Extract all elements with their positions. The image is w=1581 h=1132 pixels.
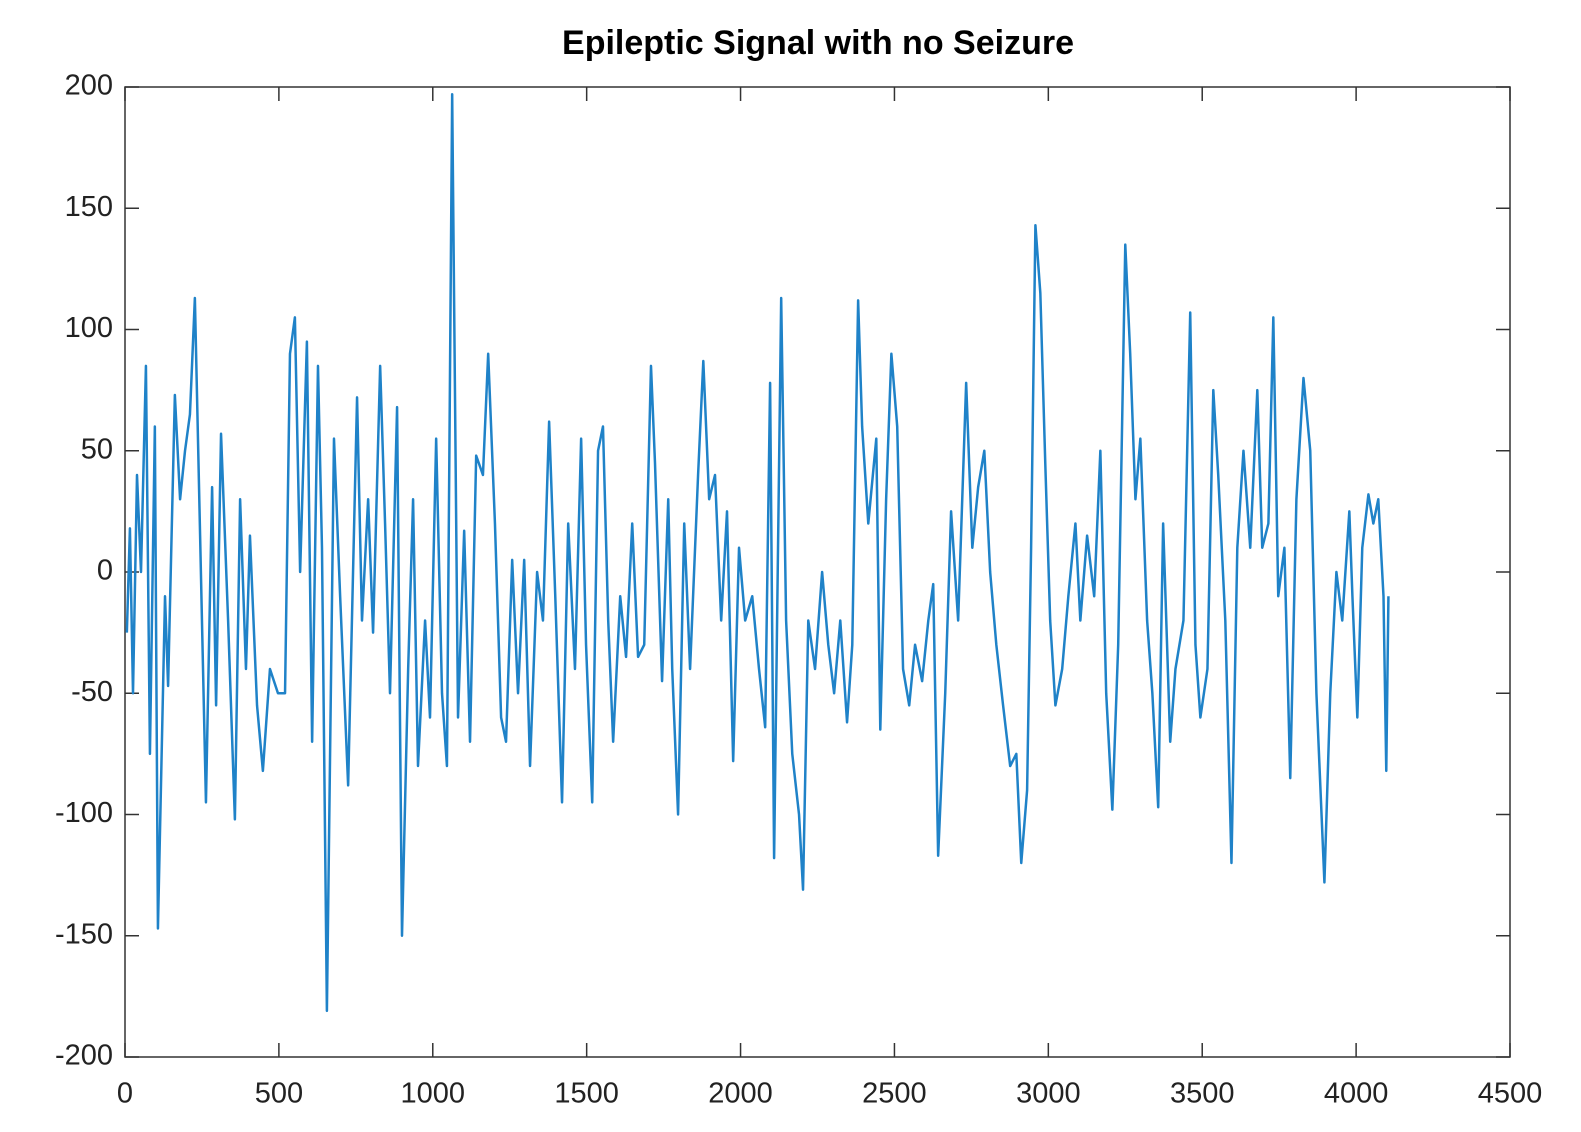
y-tick-label: 50	[81, 433, 113, 465]
x-tick-label: 500	[255, 1078, 303, 1110]
x-tick-label: 1000	[401, 1078, 466, 1110]
x-tick-label: 4500	[1478, 1078, 1543, 1110]
y-tick-label: -100	[55, 797, 113, 829]
y-tick-label: 200	[65, 70, 113, 102]
x-tick-label: 2000	[708, 1078, 773, 1110]
x-tick-label: 1500	[554, 1078, 619, 1110]
y-tick-label: -150	[55, 918, 113, 950]
x-tick-label: 2500	[862, 1078, 927, 1110]
signal-line	[125, 93, 1390, 1013]
y-tick-label: 0	[97, 555, 113, 587]
x-tick-label: 4000	[1324, 1078, 1389, 1110]
y-tick-label: 100	[65, 312, 113, 344]
x-tick-label: 3500	[1170, 1078, 1235, 1110]
chart-title: Epileptic Signal with no Seizure	[562, 24, 1074, 62]
x-tick-label: 0	[117, 1078, 133, 1110]
y-tick-label: 150	[65, 191, 113, 223]
y-tick-label: -200	[55, 1040, 113, 1072]
y-tick-label: -50	[71, 676, 113, 708]
x-tick-label: 3000	[1016, 1078, 1081, 1110]
